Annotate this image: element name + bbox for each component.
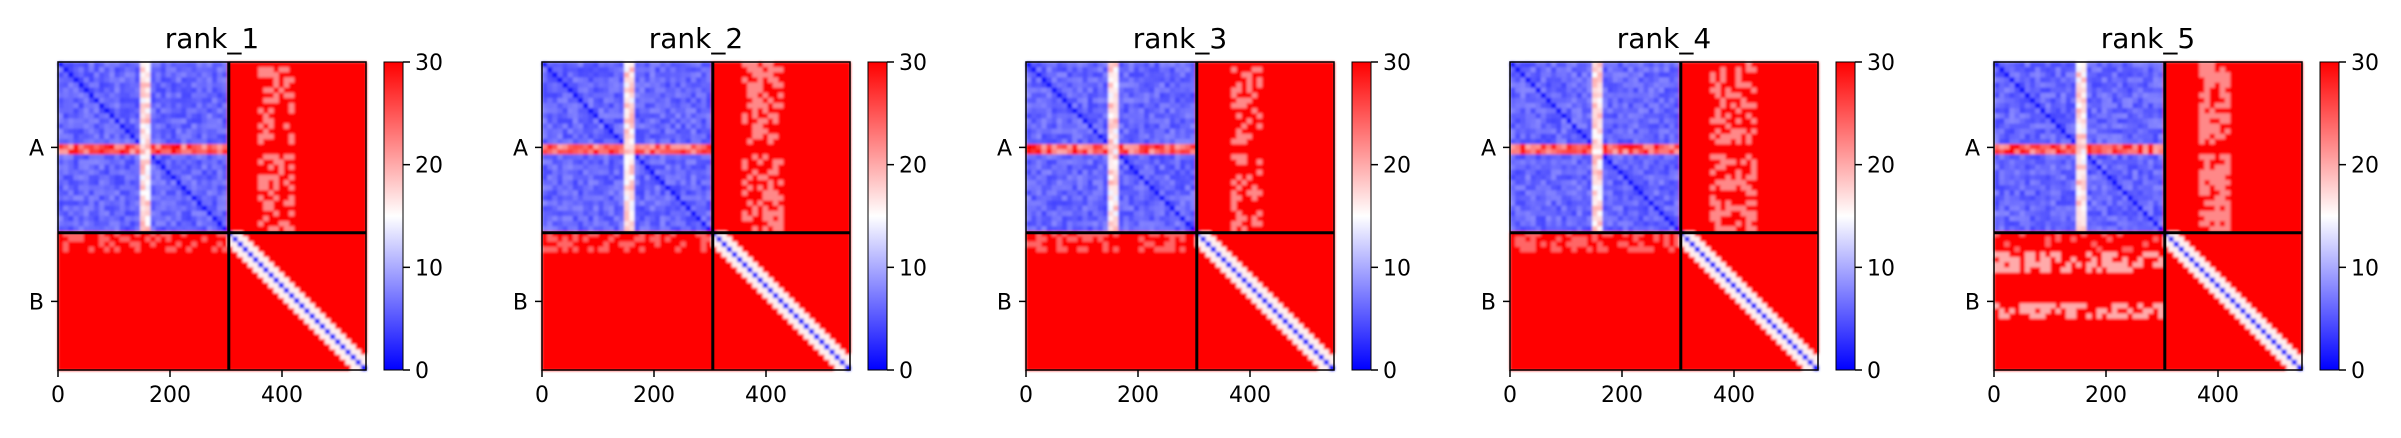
- x-tick-label: 400: [1713, 383, 1755, 408]
- colorbar-tick-label: 30: [2351, 51, 2379, 76]
- y-tick-label: B: [997, 290, 1012, 315]
- colorbar-tick-label: 20: [1867, 154, 1895, 179]
- colorbar-tick-label: 30: [899, 51, 927, 76]
- pae-heatmap: [1994, 62, 2303, 371]
- x-tick-label: 0: [1019, 383, 1033, 408]
- pae-heatmap: [1510, 62, 1819, 371]
- y-tick-label: B: [29, 290, 44, 315]
- panel-title: rank_1: [165, 22, 259, 55]
- x-tick-label: 400: [261, 383, 303, 408]
- x-tick-label: 200: [2085, 383, 2127, 408]
- x-tick-label: 400: [745, 383, 787, 408]
- colorbar-tick-label: 0: [2351, 359, 2365, 384]
- pae-heatmap: [542, 62, 851, 371]
- x-tick-label: 0: [535, 383, 549, 408]
- pae-panel-3: rank_3 0 200 400 A B 0 10 20 30: [997, 22, 1411, 408]
- x-tick-label: 0: [1503, 383, 1517, 408]
- colorbar-tick-label: 0: [415, 359, 429, 384]
- plot-frame: [541, 61, 851, 371]
- colorbar: [2319, 61, 2340, 371]
- x-tick-label: 200: [1117, 383, 1159, 408]
- colorbar-tick-label: 20: [2351, 154, 2379, 179]
- colorbar-tick-label: 30: [415, 51, 443, 76]
- plot-frame: [1509, 61, 1819, 371]
- colorbar-tick-label: 30: [1867, 51, 1895, 76]
- x-tick-label: 200: [149, 383, 191, 408]
- x-tick-label: 200: [1601, 383, 1643, 408]
- pae-panel-2: rank_2 0 200 400 A B 0 10 20 30: [513, 22, 927, 408]
- colorbar-tick-label: 0: [1867, 359, 1881, 384]
- colorbar-tick-label: 0: [899, 359, 913, 384]
- y-tick-label: A: [29, 136, 44, 161]
- plot-frame: [1025, 61, 1335, 371]
- colorbar-tick-label: 20: [415, 154, 443, 179]
- y-tick-label: B: [513, 290, 528, 315]
- y-tick-label: A: [997, 136, 1012, 161]
- pae-panel-5: rank_5 0 200 400 A B 0 10 20 30: [1965, 22, 2379, 408]
- colorbar-tick-label: 10: [2351, 256, 2379, 281]
- x-tick-label: 400: [1229, 383, 1271, 408]
- pae-heatmap: [1026, 62, 1335, 371]
- colorbar-tick-label: 10: [1867, 256, 1895, 281]
- colorbar-tick-label: 10: [415, 256, 443, 281]
- colorbar-tick-label: 20: [1383, 154, 1411, 179]
- colorbar: [1351, 61, 1372, 371]
- x-tick-label: 0: [51, 383, 65, 408]
- pae-panel-1: rank_1 0 200 400 A B 0 10 20 30: [29, 22, 443, 408]
- colorbar: [383, 61, 404, 371]
- colorbar-tick-label: 10: [1383, 256, 1411, 281]
- x-tick-label: 400: [2197, 383, 2239, 408]
- panel-title: rank_5: [2101, 22, 2195, 55]
- pae-panel-4: rank_4 0 200 400 A B 0 10 20 30: [1481, 22, 1895, 408]
- y-tick-label: A: [1481, 136, 1496, 161]
- colorbar: [867, 61, 888, 371]
- pae-heatmap: [58, 62, 367, 371]
- colorbar-tick-label: 10: [899, 256, 927, 281]
- y-tick-label: A: [513, 136, 528, 161]
- panel-title: rank_4: [1617, 22, 1711, 55]
- plot-frame: [57, 61, 367, 371]
- y-tick-label: B: [1481, 290, 1496, 315]
- colorbar-tick-label: 20: [899, 154, 927, 179]
- colorbar: [1835, 61, 1856, 371]
- y-tick-label: B: [1965, 290, 1980, 315]
- plot-frame: [1993, 61, 2303, 371]
- x-tick-label: 200: [633, 383, 675, 408]
- colorbar-tick-label: 0: [1383, 359, 1397, 384]
- x-tick-label: 0: [1987, 383, 2001, 408]
- y-tick-label: A: [1965, 136, 1980, 161]
- panel-title: rank_3: [1133, 22, 1227, 55]
- colorbar-tick-label: 30: [1383, 51, 1411, 76]
- panel-title: rank_2: [649, 22, 743, 55]
